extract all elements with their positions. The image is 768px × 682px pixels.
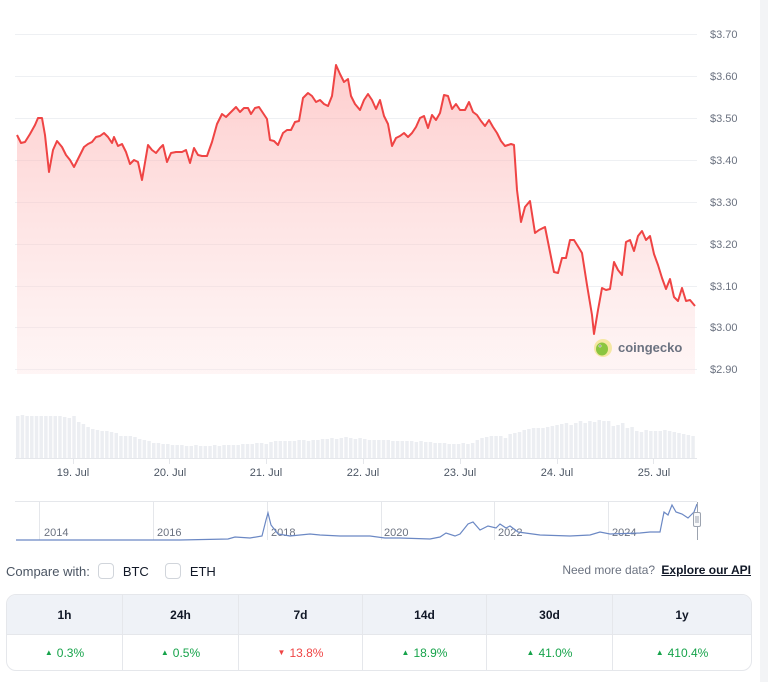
header-1y: 1y [675, 607, 689, 622]
navigator-tick: 2020 [384, 527, 408, 539]
change-14d: ▲ 18.9% [363, 634, 487, 670]
table-header-row: 1h 24h 7d 14d 30d 1y [7, 595, 751, 634]
btc-checkbox[interactable] [97, 563, 114, 579]
caret-up-icon: ▲ [526, 648, 535, 657]
change-1y: ▲ 410.4% [613, 634, 751, 670]
y-tick: $3.50 [710, 113, 738, 125]
price-change-table: 1h 24h 7d 14d 30d 1y ▲ 0.3% ▲ 0.5% ▼ 13.8% … [6, 594, 752, 671]
x-tick: 25. Jul [638, 467, 670, 479]
header-1h: 1h [7, 595, 123, 634]
x-tick: 23. Jul [444, 467, 476, 479]
y-tick: $3.00 [710, 322, 738, 334]
header-30d: 30d [487, 595, 613, 634]
caret-up-icon: ▲ [44, 648, 53, 657]
navigator-handle[interactable] [693, 512, 701, 527]
compare-with: Compare with: BTC ETH [6, 560, 232, 582]
y-tick: $3.30 [710, 197, 738, 209]
price-chart[interactable]: $3.70 $3.60 $3.50 $3.40 $3.30 $3.20 $3.1… [0, 0, 768, 560]
x-axis [73, 458, 654, 464]
header-24h: 24h [123, 595, 239, 634]
coingecko-logo-text: coingecko [618, 340, 682, 355]
header-7d: 7d [239, 595, 363, 634]
x-tick: 21. Jul [250, 467, 282, 479]
price-line[interactable] [16, 64, 696, 335]
x-tick: 20. Jul [154, 467, 186, 479]
compare-btc[interactable]: BTC [97, 563, 149, 579]
compare-eth[interactable]: ETH [164, 563, 216, 579]
x-tick: 24. Jul [541, 467, 573, 479]
change-7d: ▼ 13.8% [239, 634, 363, 670]
navigator-tick: 2016 [157, 527, 181, 539]
x-tick: 19. Jul [57, 467, 89, 479]
x-axis-labels: 19. Jul 20. Jul 21. Jul 22. Jul 23. Jul … [57, 467, 670, 479]
eth-checkbox[interactable] [164, 563, 181, 579]
y-tick: $3.60 [710, 71, 738, 83]
caret-down-icon: ▼ [277, 648, 286, 657]
navigator[interactable]: 2014 2016 2018 2020 2022 2024 [15, 501, 701, 541]
change-24h: ▲ 0.5% [123, 634, 239, 670]
volume-bars [16, 415, 695, 458]
x-tick: 22. Jul [347, 467, 379, 479]
api-prompt: Need more data? [562, 563, 656, 577]
caret-up-icon: ▲ [655, 648, 664, 657]
navigator-tick: 2022 [498, 527, 522, 539]
coingecko-watermark: coingecko [594, 339, 682, 357]
btc-label: BTC [122, 563, 149, 579]
table-row: ▲ 0.3% ▲ 0.5% ▼ 13.8% ▲ 18.9% ▲ 41.0% ▲ 410.4% [7, 634, 751, 670]
explore-api-link[interactable]: Explore our API [661, 563, 751, 577]
compare-label: Compare with: [6, 563, 90, 579]
caret-up-icon: ▲ [401, 648, 410, 657]
y-axis: $3.70 $3.60 $3.50 $3.40 $3.30 $3.20 $3.1… [710, 29, 738, 376]
page-scrollbar[interactable] [760, 0, 768, 682]
api-promo: Need more data? Explore our API [562, 563, 751, 577]
navigator-tick: 2014 [44, 527, 68, 539]
y-tick: $2.90 [710, 364, 738, 376]
y-tick: $3.20 [710, 239, 738, 251]
change-30d: ▲ 41.0% [487, 634, 613, 670]
y-tick: $3.70 [710, 29, 738, 41]
header-14d: 14d [363, 595, 487, 634]
y-tick: $3.40 [710, 155, 738, 167]
change-1h: ▲ 0.3% [7, 634, 123, 670]
navigator-line [16, 503, 698, 541]
caret-up-icon: ▲ [160, 648, 169, 657]
y-tick: $3.10 [710, 281, 738, 293]
price-area-fill [17, 65, 695, 374]
eth-label: ETH [189, 563, 216, 579]
